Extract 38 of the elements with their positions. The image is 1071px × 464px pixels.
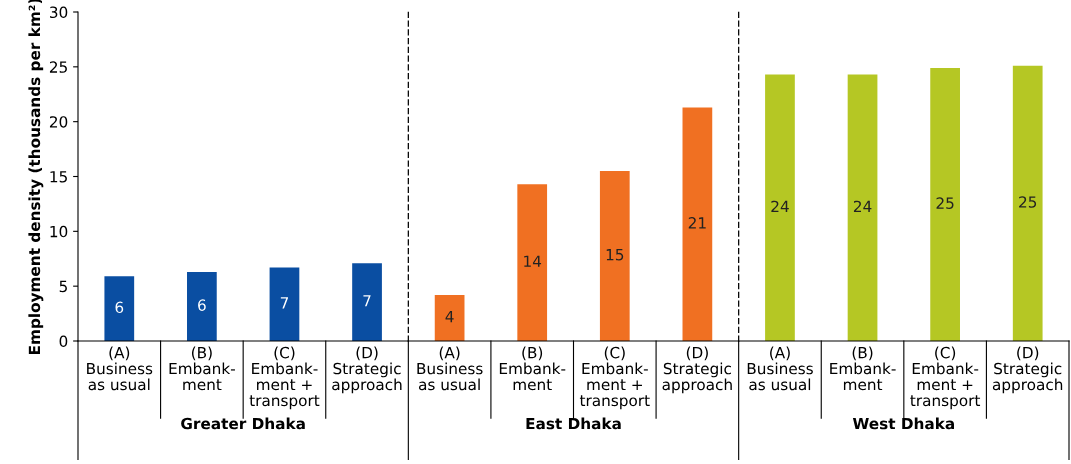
x-tick-label: (C) Embank- ment + transport	[910, 346, 981, 410]
y-tick-label: 30	[50, 6, 68, 19]
bar	[682, 107, 713, 341]
x-tick-label: (C) Embank- ment + transport	[579, 346, 650, 410]
x-tick-label: (D) Strategic approach	[662, 346, 732, 394]
data-label: 4	[445, 311, 454, 323]
bar	[599, 171, 630, 341]
data-label: 24	[771, 200, 789, 212]
data-label: 15	[606, 249, 624, 261]
data-label: 7	[363, 295, 371, 307]
data-label: 24	[853, 200, 872, 212]
y-tick-label: 20	[49, 116, 68, 128]
x-axis-title: West Dhaka	[852, 417, 954, 430]
data-label: 7	[280, 297, 289, 309]
x-tick-label: (C) Embank- ment + transport	[249, 346, 320, 410]
x-axis-title: East Dhaka	[526, 417, 621, 430]
y-tick-label: 5	[59, 280, 67, 293]
x-tick-label: (D) Strategic approach	[992, 346, 1063, 394]
data-label: 6	[198, 299, 206, 311]
data-label: 14	[524, 255, 542, 267]
x-tick-label: (B) Embank- ment	[830, 346, 896, 391]
x-tick-label: (A) Business as usual	[747, 346, 813, 391]
bar	[517, 184, 548, 341]
y-tick-label: 25	[49, 61, 67, 73]
x-tick-label: (A) Business as usual	[87, 346, 153, 391]
y-tick-label: 0	[59, 335, 68, 348]
data-label: 21	[688, 217, 706, 229]
x-axis-title: Greater Dhaka	[181, 417, 305, 430]
y-tick-label: 15	[50, 171, 67, 183]
y-tick-label: 10	[50, 225, 68, 238]
x-tick-label: (B) Embank- ment	[169, 346, 235, 391]
x-tick-label: (D) Strategic approach	[332, 346, 402, 394]
bar	[434, 294, 465, 341]
data-label: 25	[1019, 196, 1037, 208]
x-tick-label: (A) Business as usual	[417, 346, 483, 391]
data-label: 6	[115, 301, 124, 314]
data-label: 25	[936, 197, 954, 209]
x-tick-label: (B) Embank- ment	[499, 346, 566, 391]
